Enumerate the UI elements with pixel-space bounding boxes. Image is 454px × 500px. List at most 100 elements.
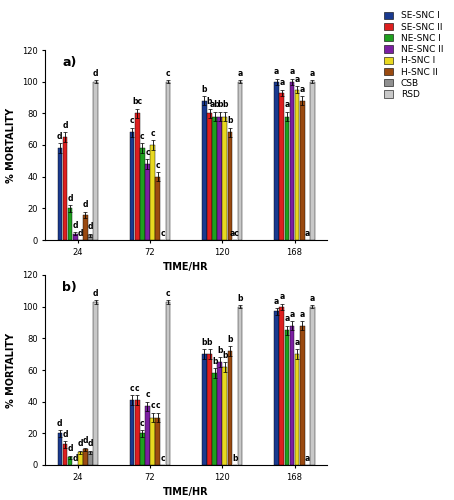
Bar [58, 148, 62, 240]
Bar [207, 114, 212, 240]
Text: b: b [227, 116, 233, 125]
Bar [155, 176, 160, 240]
Bar [285, 330, 289, 465]
Bar [135, 114, 139, 240]
Text: c: c [130, 116, 134, 125]
Text: a: a [284, 100, 290, 110]
Bar [217, 362, 222, 465]
Bar [73, 234, 78, 240]
Text: b: b [217, 346, 222, 355]
Text: a: a [305, 228, 310, 237]
Bar [63, 444, 67, 465]
Text: a: a [300, 310, 305, 318]
Text: a: a [295, 75, 300, 84]
Text: c: c [155, 402, 160, 410]
Text: b: b [207, 97, 212, 106]
Bar [166, 302, 170, 465]
Text: d: d [88, 222, 93, 232]
Text: c: c [155, 160, 160, 170]
Text: b: b [227, 335, 233, 344]
Text: a: a [305, 454, 310, 462]
Bar [227, 351, 232, 465]
Text: c: c [160, 454, 165, 462]
Text: a: a [274, 297, 279, 306]
Bar [238, 82, 242, 240]
X-axis label: TIME/HR: TIME/HR [163, 262, 209, 272]
Bar [68, 208, 72, 240]
Bar [93, 302, 98, 465]
Text: d: d [93, 289, 99, 298]
Text: d: d [73, 220, 78, 230]
Bar [83, 214, 88, 240]
Bar [274, 312, 279, 465]
Text: c: c [145, 148, 150, 157]
Bar [212, 373, 217, 465]
Bar [310, 82, 315, 240]
Text: d: d [62, 121, 68, 130]
Bar [280, 306, 284, 465]
Text: a: a [274, 67, 279, 76]
Text: d: d [83, 436, 88, 445]
Text: d: d [57, 132, 63, 141]
Text: c: c [135, 384, 139, 393]
Text: c: c [166, 289, 170, 298]
Bar [63, 137, 67, 240]
Text: a: a [289, 310, 295, 318]
Text: ab: ab [209, 100, 220, 110]
Text: c: c [150, 129, 155, 138]
Bar [150, 145, 155, 240]
Bar [68, 457, 72, 465]
Bar [135, 400, 139, 465]
Bar [238, 306, 242, 465]
Text: d: d [73, 454, 78, 462]
Bar [145, 406, 150, 465]
Bar [140, 148, 145, 240]
Text: c: c [150, 402, 155, 410]
Text: a: a [295, 338, 300, 347]
Bar [222, 116, 227, 240]
Text: a: a [284, 314, 290, 324]
Text: a: a [279, 292, 285, 301]
Legend: SE-SNC I, SE-SNC II, NE-SNC I, NE-SNC II, H-SNC I, H-SNC II, CSB, RSD: SE-SNC I, SE-SNC II, NE-SNC I, NE-SNC II… [383, 10, 445, 101]
X-axis label: TIME/HR: TIME/HR [163, 487, 209, 497]
Text: b): b) [62, 280, 77, 293]
Text: c: c [145, 390, 150, 400]
Bar [217, 116, 222, 240]
Bar [310, 306, 315, 465]
Bar [300, 326, 305, 465]
Bar [88, 236, 93, 240]
Text: b: b [202, 338, 207, 347]
Bar [93, 82, 98, 240]
Text: bc: bc [132, 97, 142, 106]
Bar [300, 100, 305, 240]
Bar [150, 418, 155, 465]
Text: d: d [67, 444, 73, 453]
Bar [88, 452, 93, 465]
Text: b: b [237, 294, 243, 302]
Bar [207, 354, 212, 465]
Text: d: d [57, 419, 63, 428]
Bar [212, 116, 217, 240]
Bar [140, 434, 145, 465]
Text: b: b [202, 84, 207, 94]
Text: c: c [160, 228, 165, 237]
Bar [274, 82, 279, 240]
Text: d: d [88, 440, 93, 448]
Text: a: a [289, 67, 295, 76]
Bar [227, 132, 232, 240]
Text: b: b [212, 357, 217, 366]
Text: a: a [237, 68, 243, 78]
Bar [280, 93, 284, 240]
Bar [295, 90, 300, 240]
Text: c: c [140, 419, 145, 428]
Text: a: a [279, 78, 285, 87]
Bar [285, 116, 289, 240]
Bar [202, 354, 207, 465]
Text: a: a [300, 84, 305, 94]
Text: c: c [166, 68, 170, 78]
Text: a: a [310, 294, 315, 302]
Bar [145, 164, 150, 240]
Text: d: d [67, 194, 73, 203]
Text: a): a) [62, 56, 77, 68]
Text: b: b [217, 100, 222, 110]
